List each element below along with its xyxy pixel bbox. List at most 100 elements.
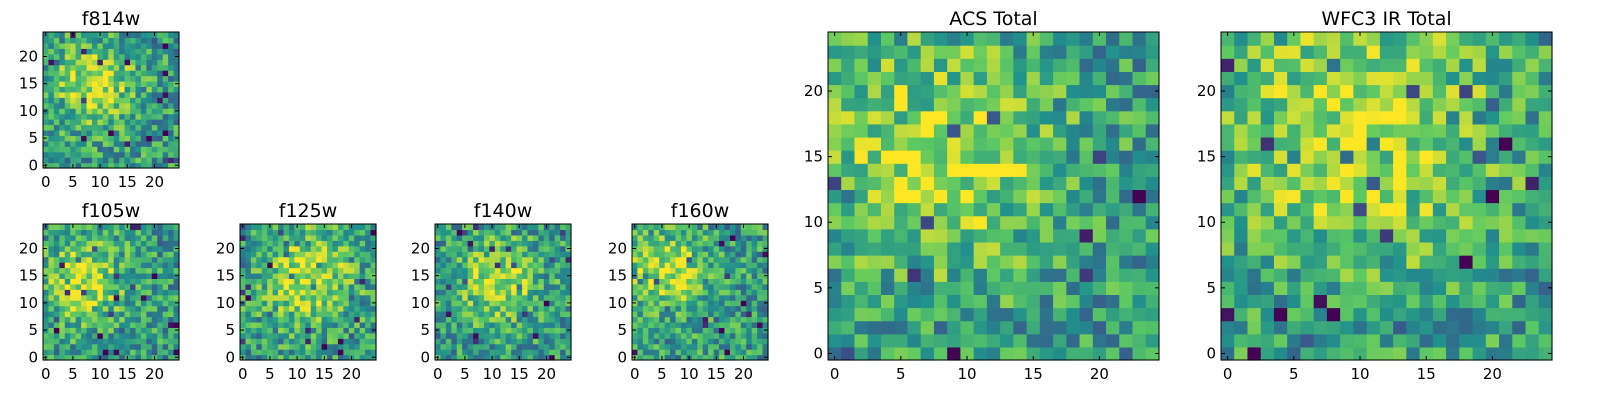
heatmap-cell bbox=[75, 251, 82, 258]
heatmap-cell bbox=[1234, 97, 1249, 112]
heatmap-cell bbox=[359, 229, 366, 236]
x-tick-label: 5 bbox=[265, 365, 275, 383]
heatmap-cell bbox=[659, 300, 666, 307]
heatmap-cell bbox=[1353, 97, 1368, 112]
heatmap-cell bbox=[348, 300, 355, 307]
heatmap-cell bbox=[168, 327, 175, 334]
heatmap-cell bbox=[59, 267, 66, 274]
heatmap-cell bbox=[867, 123, 882, 138]
heatmap-cell bbox=[549, 349, 556, 356]
heatmap-cell bbox=[697, 338, 704, 345]
heatmap-cell bbox=[1026, 97, 1041, 112]
heatmap-cell bbox=[664, 283, 671, 290]
heatmap-cell bbox=[135, 102, 142, 109]
heatmap-cell bbox=[91, 234, 98, 241]
heatmap-cell bbox=[1393, 215, 1407, 230]
heatmap-cell bbox=[632, 343, 639, 350]
heatmap-cell bbox=[135, 42, 142, 49]
heatmap-cell bbox=[48, 234, 55, 241]
heatmap-cell bbox=[708, 349, 715, 356]
heatmap-cell bbox=[1313, 110, 1328, 125]
heatmap-cell bbox=[108, 129, 115, 136]
heatmap-cell bbox=[751, 267, 758, 274]
heatmap-cell bbox=[483, 327, 490, 334]
heatmap-cell bbox=[1132, 163, 1147, 177]
heatmap-cell bbox=[637, 283, 644, 290]
heatmap-cell bbox=[565, 349, 572, 356]
heatmap-cell bbox=[708, 332, 715, 339]
heatmap-cell bbox=[841, 176, 856, 191]
heatmap-cell bbox=[157, 294, 164, 301]
heatmap-cell bbox=[1092, 241, 1107, 256]
heatmap-cell bbox=[97, 229, 104, 236]
heatmap-cell bbox=[735, 338, 742, 345]
heatmap-cell bbox=[157, 70, 164, 77]
heatmap-cell bbox=[1013, 150, 1028, 164]
heatmap-cell bbox=[75, 42, 82, 49]
heatmap-cell bbox=[168, 108, 175, 115]
heatmap-cell bbox=[708, 305, 715, 312]
heatmap-cell bbox=[680, 251, 687, 258]
heatmap-cell bbox=[1340, 346, 1354, 361]
heatmap-cell bbox=[256, 338, 263, 345]
heatmap-cell bbox=[697, 267, 704, 274]
heatmap-cell bbox=[124, 151, 131, 158]
heatmap-cell bbox=[86, 305, 93, 312]
heatmap-cell bbox=[64, 256, 71, 263]
heatmap-cell bbox=[135, 332, 142, 339]
heatmap-cell bbox=[522, 289, 529, 296]
heatmap-cell bbox=[1273, 71, 1288, 86]
heatmap-cell bbox=[473, 332, 480, 339]
heatmap-cell bbox=[86, 278, 93, 285]
x-tick-label: 10 bbox=[957, 365, 976, 383]
heatmap-cell bbox=[1053, 281, 1067, 295]
heatmap-cell bbox=[702, 272, 709, 279]
heatmap-cell bbox=[960, 84, 975, 99]
heatmap-cell bbox=[637, 240, 644, 247]
heatmap-cell bbox=[691, 300, 698, 307]
heatmap-cell bbox=[1287, 228, 1302, 243]
heatmap-cell bbox=[310, 278, 317, 285]
heatmap-cell bbox=[549, 327, 556, 334]
heatmap-cell bbox=[675, 224, 682, 231]
heatmap-cell bbox=[151, 343, 158, 350]
heatmap-cell bbox=[113, 278, 120, 285]
heatmap-cell bbox=[108, 102, 115, 109]
heatmap-cell bbox=[113, 240, 120, 247]
heatmap-cell bbox=[261, 234, 268, 241]
heatmap-cell bbox=[81, 42, 88, 49]
heatmap-cell bbox=[505, 327, 512, 334]
heatmap-cell bbox=[97, 278, 104, 285]
heatmap-cell bbox=[283, 354, 290, 361]
heatmap-cell bbox=[70, 234, 77, 241]
heatmap-cell bbox=[75, 256, 82, 263]
heatmap-cell bbox=[527, 294, 534, 301]
heatmap-cell bbox=[288, 316, 295, 323]
heatmap-cell bbox=[1260, 268, 1275, 282]
heatmap-cell bbox=[697, 278, 704, 285]
heatmap-cell bbox=[173, 316, 180, 323]
heatmap-cell bbox=[713, 311, 720, 318]
heatmap-cell bbox=[549, 234, 556, 241]
heatmap-cell bbox=[947, 307, 961, 322]
heatmap-cell bbox=[272, 349, 279, 356]
heatmap-cell bbox=[91, 278, 98, 285]
heatmap-cell bbox=[70, 102, 77, 109]
heatmap-cell bbox=[960, 294, 975, 309]
heatmap-cell bbox=[70, 97, 77, 104]
heatmap-cell bbox=[157, 321, 164, 328]
heatmap-cell bbox=[157, 124, 164, 131]
heatmap-cell bbox=[828, 110, 842, 125]
heatmap-cell bbox=[1260, 189, 1275, 204]
heatmap-cell bbox=[48, 42, 55, 49]
heatmap-cell bbox=[337, 262, 344, 269]
heatmap-cell bbox=[532, 349, 539, 356]
heatmap-cell bbox=[713, 321, 720, 328]
heatmap-cell bbox=[538, 278, 545, 285]
heatmap-cell bbox=[451, 300, 458, 307]
heatmap-cell bbox=[135, 129, 142, 136]
heatmap-cell bbox=[543, 327, 550, 334]
heatmap-cell bbox=[933, 333, 948, 348]
heatmap-cell bbox=[48, 32, 55, 39]
heatmap-cell bbox=[1485, 189, 1500, 204]
